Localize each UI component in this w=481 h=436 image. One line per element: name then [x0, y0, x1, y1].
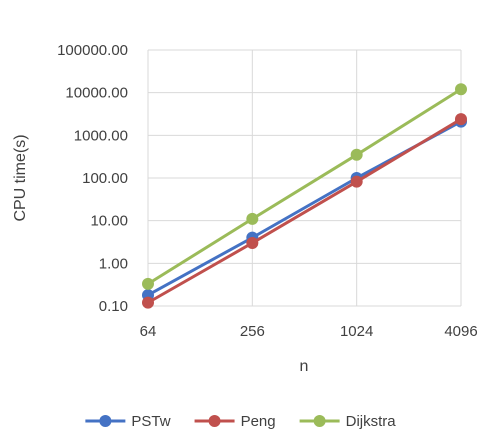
x-tick-label: 1024 — [340, 323, 373, 340]
legend-marker-peng — [208, 415, 221, 427]
x-tick-label: 64 — [140, 323, 157, 340]
y-axis-title: CPU time(s) — [12, 134, 29, 221]
x-tick-label: 256 — [240, 323, 265, 340]
x-axis: 64 256 1024 4096 — [140, 323, 478, 340]
data-point-dijkstra — [246, 212, 259, 225]
legend: PSTw Peng Dijkstra — [85, 413, 396, 430]
data-point-dijkstra — [350, 148, 363, 161]
y-tick-label: 1000.00 — [74, 127, 128, 144]
data-point-peng — [455, 113, 467, 126]
y-tick-label: 10000.00 — [65, 85, 128, 102]
x-tick-label: 4096 — [444, 323, 477, 340]
y-tick-label: 10.00 — [90, 213, 128, 230]
data-point-peng — [142, 296, 154, 309]
y-tick-label: 100000.00 — [57, 42, 128, 59]
y-tick-label: 100.00 — [82, 170, 128, 187]
x-axis-title: n — [300, 358, 309, 375]
data-point-peng — [246, 236, 259, 249]
series-line-dijkstra — [147, 88, 462, 286]
data-point-peng — [350, 175, 363, 188]
legend-label-pstw: PSTw — [131, 413, 170, 430]
y-tick-label: 1.00 — [99, 255, 128, 272]
data-point-dijkstra — [455, 83, 467, 96]
y-tick-label: 0.10 — [99, 298, 128, 315]
series-group — [142, 83, 467, 309]
legend-marker-pstw — [99, 415, 112, 427]
y-axis: 0.10 1.00 10.00 100.00 1000.00 10000.00 100000… — [57, 42, 128, 315]
legend-item-peng: Peng — [194, 413, 276, 430]
data-point-dijkstra — [142, 277, 154, 290]
legend-label-peng: Peng — [241, 413, 276, 430]
legend-item-dijkstra: Dijkstra — [299, 413, 397, 430]
legend-marker-dijkstra — [313, 415, 326, 427]
legend-label-dijkstra: Dijkstra — [346, 413, 397, 430]
legend-item-pstw: PSTw — [85, 413, 171, 430]
series-line-peng — [147, 117, 462, 304]
